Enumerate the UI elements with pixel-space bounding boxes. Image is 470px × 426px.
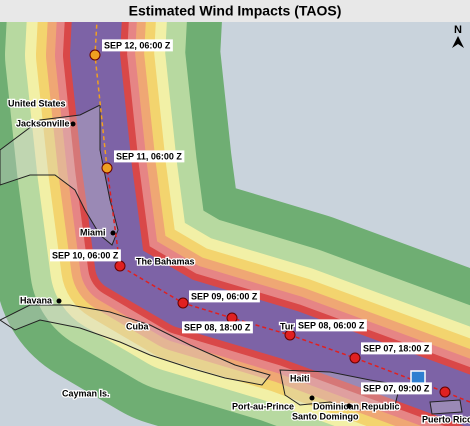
city-dot: [110, 230, 116, 236]
place-label: The Bahamas: [136, 256, 195, 266]
track-label: SEP 07, 18:00 Z: [363, 343, 430, 353]
storm-icon: [439, 386, 451, 398]
city-dot: [56, 298, 62, 304]
track-label: SEP 08, 06:00 Z: [298, 320, 365, 330]
storm-icon: [177, 297, 189, 309]
track-label: SEP 08, 18:00 Z: [184, 322, 251, 332]
track-label: SEP 10, 06:00 Z: [52, 250, 119, 260]
city-dot: [70, 121, 76, 127]
storm-icon: [349, 352, 361, 364]
place-label: Tur: [280, 321, 294, 331]
track-label-box: [189, 290, 260, 303]
storm-icon: [89, 49, 101, 61]
track-label: SEP 09, 06:00 Z: [191, 291, 258, 301]
north-label: N: [454, 24, 462, 36]
track-label-box: [102, 39, 173, 52]
title: Estimated Wind Impacts (TAOS): [129, 3, 342, 19]
track-label-box: [361, 342, 432, 355]
florida: [0, 104, 119, 246]
place-label: Jacksonville: [16, 118, 70, 128]
puerto-rico: [429, 399, 463, 415]
track-label-box: [114, 150, 185, 163]
track-label-box: [361, 382, 432, 395]
north-arrow: [452, 36, 464, 48]
title-bar: [0, 0, 470, 22]
hispaniola: [279, 369, 401, 411]
cuba: [0, 304, 271, 386]
track-label-box: [182, 321, 253, 334]
place-label: Santo Domingo: [292, 411, 359, 421]
place-label: Cayman Is.: [62, 388, 110, 398]
place-label: Haiti: [290, 373, 310, 383]
track-label-box: [296, 319, 367, 332]
storm-icon: [101, 162, 113, 174]
track-label: SEP 11, 06:00 Z: [116, 151, 182, 161]
track-label: SEP 12, 06:00 Z: [104, 40, 171, 50]
place-label: United States: [8, 98, 66, 108]
track-label: SEP 07, 09:00 Z: [363, 383, 430, 393]
city-dot: [346, 403, 352, 409]
labels: SEP 12, 06:00 Z SEP 11, 06:00 Z SEP 10, 06…: [7, 39, 470, 426]
place-label: Cuba: [126, 321, 149, 331]
place-label: Port-au-Prince: [232, 401, 294, 411]
place-label: Dominican Republic: [313, 401, 400, 411]
land: [0, 104, 463, 415]
place-label: Puerto Rico: [422, 414, 470, 424]
track-label-box: [50, 249, 121, 262]
storm-icon: [284, 329, 296, 341]
place-label: Miami: [80, 227, 106, 237]
storm-icon: [114, 260, 126, 272]
city-dot: [309, 395, 315, 401]
place-label: Havana: [20, 295, 53, 305]
